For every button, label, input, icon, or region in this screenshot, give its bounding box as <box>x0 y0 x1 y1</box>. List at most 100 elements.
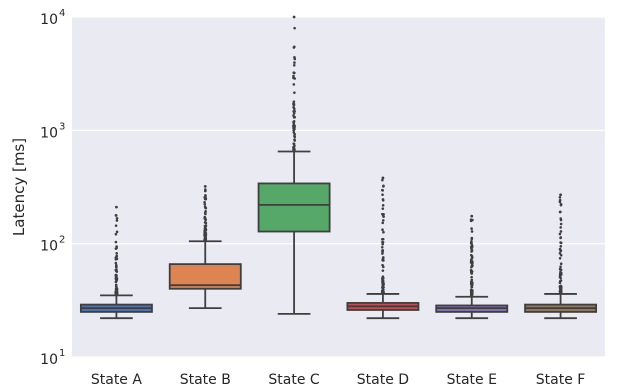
outlier-point <box>115 270 119 273</box>
outlier-point <box>204 206 207 210</box>
outlier-point <box>203 202 207 206</box>
outlier-point <box>559 226 563 229</box>
outlier-point <box>470 271 473 274</box>
x-tick-label-2: State C <box>268 372 320 388</box>
outlier-max-point <box>292 15 296 19</box>
outlier-point <box>115 230 119 234</box>
outlier-point <box>381 281 385 284</box>
outlier-point <box>559 279 563 282</box>
outlier-point <box>381 228 384 231</box>
outlier-point <box>470 227 473 230</box>
outlier-point <box>204 189 207 193</box>
outlier-point <box>381 258 384 262</box>
y-tick-1: 10 2 <box>40 235 65 255</box>
box-state-a <box>79 205 153 320</box>
outlier-point <box>470 275 473 279</box>
outlier-point <box>381 252 384 255</box>
outlier-point <box>293 71 296 75</box>
outlier-point <box>292 106 295 109</box>
outlier-point <box>115 265 118 269</box>
outlier-point <box>115 219 119 222</box>
outlier-point <box>559 230 563 233</box>
outlier-point <box>470 230 474 233</box>
outlier-point <box>470 293 474 296</box>
outlier-point <box>292 76 295 80</box>
outlier-point <box>114 240 118 244</box>
grid-lines <box>72 16 605 358</box>
outlier-point <box>114 280 118 284</box>
outlier-point <box>293 109 296 113</box>
outlier-point <box>292 131 296 134</box>
outlier-point <box>292 74 295 78</box>
outlier-point <box>559 241 562 244</box>
x-tick-label-1: State B <box>180 372 231 388</box>
box-state-d <box>346 176 420 320</box>
outlier-point <box>293 61 296 64</box>
outlier-point <box>558 252 562 255</box>
outlier-point <box>380 245 384 249</box>
iqr-box <box>257 182 331 233</box>
outlier-point <box>114 285 118 288</box>
outlier-point <box>115 292 119 295</box>
outlier-point <box>114 232 118 236</box>
outlier-max-point <box>115 205 118 209</box>
outlier-point <box>292 63 296 67</box>
outlier-point <box>203 215 207 219</box>
outlier-point <box>293 26 296 30</box>
outlier-point <box>470 249 474 252</box>
box-state-e <box>435 214 509 320</box>
outlier-point <box>293 144 296 148</box>
outlier-max-point <box>559 193 562 197</box>
outlier-point <box>292 142 296 146</box>
box-state-b <box>168 185 242 310</box>
outliers <box>203 185 208 241</box>
outlier-point <box>114 275 118 278</box>
outliers <box>558 193 563 294</box>
outlier-point <box>381 204 385 207</box>
outlier-point <box>559 244 563 248</box>
outlier-point <box>559 210 562 214</box>
x-tick-label-5: State F <box>536 372 586 388</box>
outlier-point <box>469 280 473 284</box>
outlier-point <box>381 178 384 182</box>
outlier-point <box>114 224 118 227</box>
y-tick-base: 10 <box>40 352 58 368</box>
outlier-point <box>558 275 562 279</box>
outlier-point <box>293 127 296 131</box>
outlier-point <box>558 232 562 236</box>
y-tick-exponent: 2 <box>59 235 65 246</box>
outlier-point <box>381 193 384 196</box>
outlier-point <box>469 253 473 257</box>
outlier-point <box>292 102 296 106</box>
box-state-f <box>524 193 598 320</box>
outlier-point <box>381 242 384 246</box>
outlier-point <box>380 188 384 192</box>
outlier-point <box>559 290 562 294</box>
y-tick-exponent: 4 <box>59 8 65 19</box>
outlier-point <box>470 242 473 245</box>
outlier-point <box>559 222 563 226</box>
outlier-point <box>114 261 118 265</box>
outlier-point <box>114 214 118 217</box>
outlier-point <box>558 281 562 284</box>
x-tick-labels: State A State B State C State D State E State… <box>91 372 585 388</box>
x-tick-label-3: State D <box>357 372 409 388</box>
outlier-point <box>115 254 119 258</box>
outliers <box>114 205 119 295</box>
outlier-point <box>558 268 562 271</box>
outlier-point <box>115 246 118 250</box>
y-tick-base: 10 <box>40 125 58 141</box>
outlier-point <box>381 198 385 201</box>
outlier-max-point <box>381 176 385 180</box>
plot-background <box>72 17 605 357</box>
outlier-point <box>382 213 385 216</box>
outlier-point <box>559 203 563 206</box>
outlier-point <box>292 100 296 103</box>
outlier-point <box>380 238 384 241</box>
outlier-point <box>381 221 384 225</box>
outlier-point <box>558 256 562 260</box>
outlier-point <box>293 91 296 94</box>
outlier-point <box>470 265 473 269</box>
outlier-point <box>293 148 296 152</box>
